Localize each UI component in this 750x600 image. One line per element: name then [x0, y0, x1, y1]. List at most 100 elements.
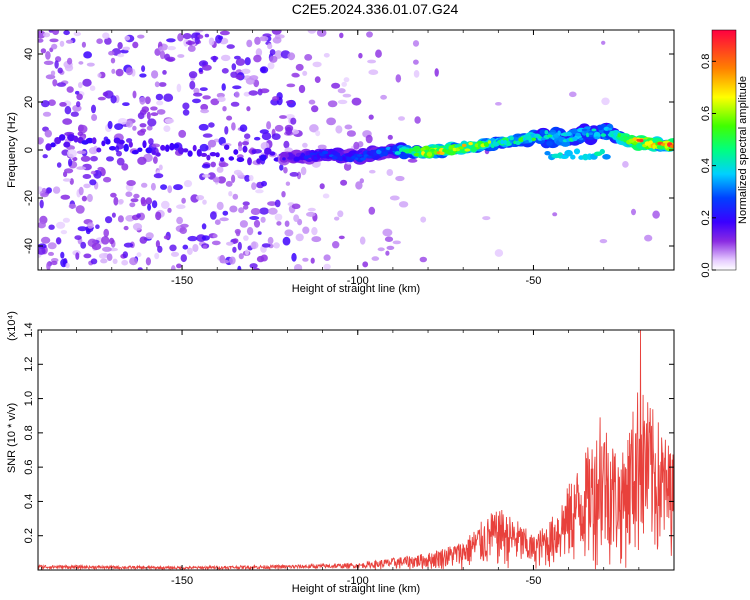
- spectrogram-ridge-blob: [285, 153, 289, 158]
- spectrogram-noise-blob: [76, 150, 87, 155]
- spectrogram-ridge-blob: [385, 146, 391, 151]
- spectrogram-noise-blob: [169, 244, 177, 252]
- spectrogram-ridge-blob: [515, 140, 521, 145]
- spectrogram-noise-blob: [302, 70, 308, 76]
- spectrogram-noise-blob: [164, 53, 171, 61]
- spectrogram-ridge-blob: [546, 141, 553, 146]
- spectrogram-ridge-blob: [506, 140, 511, 146]
- spectrogram-noise-blob: [117, 53, 125, 58]
- snr-y-ticks: 0.2 0.4 0.6 0.8 1.0 1.2 1.4: [23, 322, 674, 543]
- spectrogram-noise-blob: [176, 216, 184, 225]
- spectrogram-noise-blob: [238, 145, 243, 152]
- spectrogram-ridge-blob: [487, 140, 492, 144]
- spectrogram-noise-blob: [199, 87, 208, 91]
- spectrogram-ridge-blob: [620, 137, 625, 142]
- spectrogram-noise-blob: [141, 182, 148, 188]
- spectrogram-noise-blob: [42, 154, 48, 159]
- spectrogram-ridge-blob: [142, 140, 147, 149]
- spectrogram-noise-blob: [48, 99, 56, 106]
- spectrogram-noise-blob: [178, 129, 187, 138]
- spectrogram-noise-blob: [343, 77, 350, 83]
- y-tick-label: 0.2: [23, 528, 35, 543]
- spectrogram-noise-blob: [103, 228, 109, 238]
- spectrogram-noise-blob: [307, 207, 316, 212]
- spectrogram-noise-blob: [96, 38, 103, 44]
- spectrogram-noise-blob: [243, 235, 249, 241]
- spectrogram-noise-blob: [164, 118, 175, 124]
- spectrogram-ridge-blob: [557, 130, 561, 136]
- spectrogram-noise-blob: [286, 83, 296, 88]
- spectrogram-ridge-blob: [366, 155, 373, 159]
- spectrogram-noise-blob: [194, 36, 200, 45]
- spectrogram-noise-blob: [95, 224, 100, 229]
- spectrogram-noise-blob: [57, 67, 63, 74]
- spectrogram-ridge-blob: [399, 147, 403, 152]
- spectrogram-ridge-blob: [525, 136, 530, 140]
- spectrogram-noise-blob: [78, 186, 84, 196]
- spectrogram-noise-blob: [137, 156, 147, 165]
- spectrogram-noise-blob: [244, 57, 251, 66]
- spectrogram-noise-blob: [208, 37, 215, 46]
- spectrogram-noise-blob: [259, 207, 269, 215]
- spectrogram-noise-blob: [91, 242, 102, 251]
- spectrogram-noise-blob: [289, 172, 299, 177]
- y-tick-label: -40: [23, 238, 35, 254]
- spectrogram-noise-blob: [124, 35, 131, 41]
- spectrogram-noise-blob: [106, 253, 113, 261]
- spectrogram-noise-blob: [279, 164, 284, 171]
- spectrogram-ridge-blob: [182, 148, 189, 153]
- spectrogram-ridge-blob: [85, 137, 94, 144]
- spectrogram-noise-blob: [74, 235, 82, 241]
- spectrogram-noise-blob: [56, 162, 62, 168]
- spectrogram-noise-blob: [368, 69, 379, 75]
- spectrogram-noise-blob: [97, 96, 106, 101]
- spectrogram-noise-blob: [420, 216, 427, 223]
- spectrogram-noise-blob: [285, 100, 294, 104]
- spectrogram-noise-blob: [60, 230, 68, 235]
- spectrogram-noise-blob: [38, 247, 46, 255]
- chart-title: C2E5.2024.336.01.07.G24: [291, 1, 459, 17]
- spectrogram-noise-blob: [217, 176, 227, 184]
- spectrogram-noise-blob: [601, 40, 606, 45]
- spectrogram-noise-blob: [335, 125, 343, 134]
- spectrogram-noise-blob: [216, 166, 224, 173]
- spectrogram-noise-blob: [238, 207, 245, 214]
- spectrogram-noise-blob: [631, 208, 636, 216]
- spectrogram-noise-blob: [252, 267, 260, 270]
- spectrogram-noise-blob: [295, 233, 304, 242]
- spectrogram-noise-blob: [340, 179, 348, 186]
- spectrogram-noise-blob: [255, 189, 264, 194]
- spectrogram-ridge-blob: [192, 144, 197, 152]
- spectrogram-ridge-blob: [468, 142, 473, 146]
- spectrogram-noise-blob: [377, 247, 385, 252]
- spectrogram-ridge-blob: [45, 143, 52, 151]
- spectrogram-noise-blob: [337, 210, 344, 218]
- spectrogram-noise-blob: [132, 90, 137, 99]
- spectrogram-noise-blob: [302, 226, 310, 234]
- spectrogram-noise-blob: [145, 257, 151, 266]
- spectrogram-noise-blob: [202, 244, 207, 249]
- spectrogram-noise-blob: [85, 228, 91, 235]
- spectrogram-noise-blob: [136, 213, 142, 218]
- spectrogram-noise-blob: [102, 32, 110, 39]
- spectrogram-ridge-blob: [531, 137, 537, 142]
- spectrogram-ridge-blob: [347, 152, 354, 158]
- x-tick-label: -100: [347, 575, 369, 587]
- spectrogram-noise-blob: [39, 199, 44, 209]
- spectrogram-ridge-blob: [173, 143, 180, 149]
- spectrogram-noise-blob: [259, 66, 269, 74]
- spectrogram-noise-blob: [234, 91, 240, 98]
- spectrogram-ridge-blob: [579, 137, 584, 141]
- spectrogram-noise-blob: [103, 176, 112, 183]
- spectrogram-noise-blob: [141, 106, 150, 113]
- spectrogram-noise-blob: [123, 225, 129, 231]
- spectrogram-noise-blob: [332, 241, 340, 249]
- spectrogram-noise-blob: [231, 174, 236, 183]
- spectrogram-noise-blob: [68, 158, 73, 167]
- spectrogram-ridge-blob: [96, 147, 102, 153]
- spectrogram-ridge-blob: [145, 147, 153, 154]
- spectrogram-noise-blob: [253, 54, 262, 63]
- spectrogram-signal-ridge: [45, 122, 674, 166]
- spectrogram-noise-blob: [308, 99, 316, 105]
